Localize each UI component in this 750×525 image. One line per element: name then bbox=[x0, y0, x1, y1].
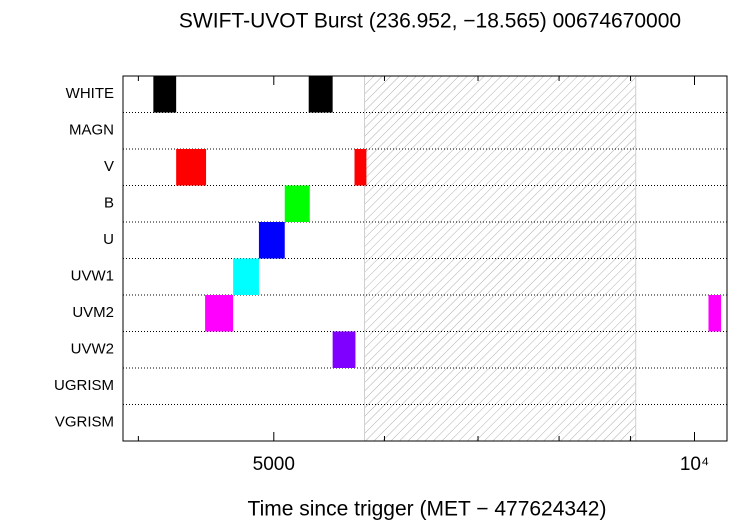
row-label: UVW2 bbox=[71, 341, 114, 358]
row-label: UVW1 bbox=[71, 268, 114, 285]
exposure-bar bbox=[258, 222, 285, 259]
chart-title: SWIFT-UVOT Burst (236.952, −18.565) 0067… bbox=[179, 10, 681, 33]
row-label: MAGN bbox=[69, 122, 114, 139]
x-axis-label: Time since trigger (MET − 477624342) bbox=[248, 498, 607, 521]
exposure-bar bbox=[153, 76, 177, 113]
exposure-bar bbox=[708, 295, 722, 332]
exposure-bar bbox=[308, 76, 333, 113]
shaded-region bbox=[364, 76, 636, 441]
plot-frame bbox=[122, 75, 728, 442]
exposure-bar bbox=[332, 331, 356, 368]
row-label: V bbox=[104, 158, 114, 175]
exposure-bar bbox=[284, 185, 310, 222]
row-label: U bbox=[103, 231, 114, 248]
exposure-bar bbox=[176, 149, 207, 186]
x-tick-label: 10⁴ bbox=[680, 454, 709, 475]
x-tick-label: 5000 bbox=[253, 454, 295, 475]
exposure-bar bbox=[205, 295, 234, 332]
exposure-bar bbox=[354, 149, 367, 186]
row-label: UGRISM bbox=[54, 377, 114, 394]
row-label: VGRISM bbox=[55, 414, 114, 431]
row-label: WHITE bbox=[66, 85, 114, 102]
row-label: B bbox=[104, 195, 114, 212]
row-label: UVM2 bbox=[72, 304, 114, 321]
exposure-bar bbox=[233, 258, 259, 295]
